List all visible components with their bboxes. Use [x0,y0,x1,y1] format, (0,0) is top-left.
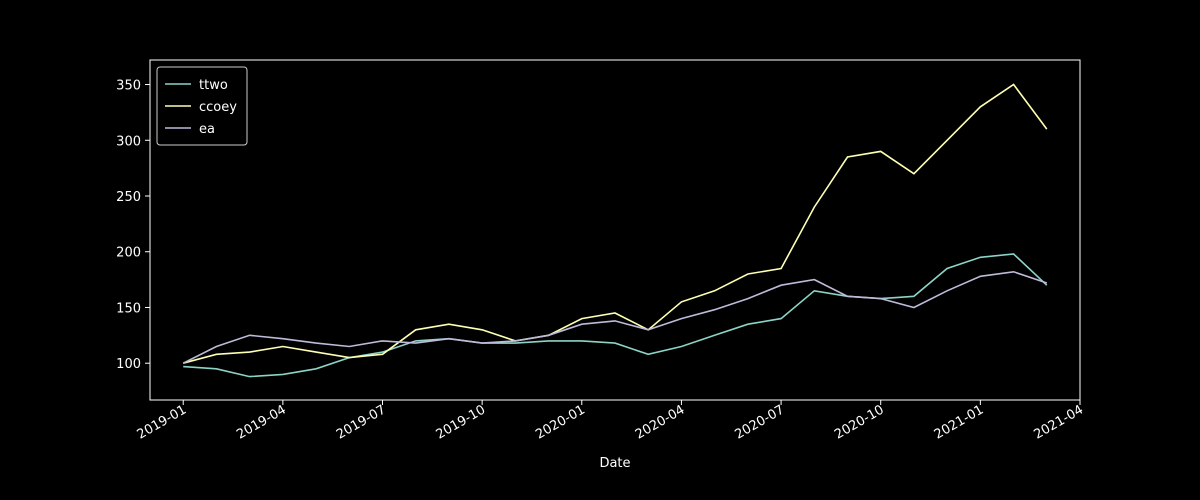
legend-box [156,66,248,146]
series-line [183,253,1048,378]
plot-frame [149,59,1081,401]
y-tick-label: 100 [116,357,141,372]
legend-label: ea [199,122,215,137]
y-tick-label: 350 [116,79,141,94]
series-line [182,270,1048,364]
x-axis-label: Date [599,456,630,471]
y-tick-label: 250 [116,190,141,205]
y-tick-label: 300 [116,134,141,149]
y-tick-label: 150 [116,301,141,316]
legend-label: ttwo [199,78,228,93]
series-line [182,83,1048,364]
legend-label: ccoey [199,100,237,115]
y-tick-label: 200 [116,246,141,261]
